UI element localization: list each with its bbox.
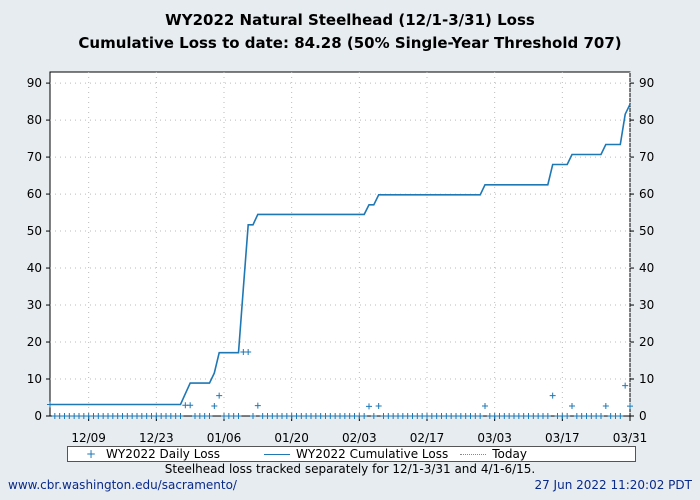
chart-subtitle: Cumulative Loss to date: 84.28 (50% Sing… — [78, 34, 622, 52]
x-tick-label: 02/17 — [410, 431, 445, 445]
daily-loss-marker — [361, 413, 368, 419]
y-tick-label: 60 — [27, 187, 42, 201]
x-tick-label: 03/17 — [545, 431, 580, 445]
y-tick-label: 20 — [27, 335, 42, 349]
daily-loss-marker — [617, 413, 624, 419]
daily-loss-marker — [177, 413, 184, 419]
legend-daily: WY2022 Daily Loss — [106, 447, 221, 461]
daily-loss-marker — [549, 392, 556, 399]
daily-loss-marker — [366, 403, 372, 410]
y-tick-label-right: 10 — [639, 372, 654, 386]
y-tick-label: 40 — [27, 261, 42, 275]
y-tick-label-right: 70 — [639, 150, 654, 164]
legend-plus-icon: + — [85, 447, 97, 461]
source-link[interactable]: www.cbr.washington.edu/sacramento/ — [8, 478, 237, 492]
daily-loss-marker — [187, 402, 194, 409]
daily-loss-marker — [216, 392, 223, 399]
y-tick-label-right: 60 — [639, 187, 654, 201]
chart-title: WY2022 Natural Steelhead (12/1-3/31) Los… — [165, 11, 535, 29]
y-tick-label: 90 — [27, 76, 42, 90]
daily-loss-marker — [482, 403, 488, 410]
y-tick-label: 50 — [27, 224, 42, 238]
y-tick-label-right: 40 — [639, 261, 654, 275]
daily-loss-marker — [622, 382, 629, 389]
y-tick-label-right: 30 — [639, 298, 654, 312]
timestamp: 27 Jun 2022 11:20:02 PDT — [534, 478, 692, 492]
daily-loss-marker — [254, 402, 261, 409]
daily-loss-marker — [375, 403, 382, 410]
legend-dotted-icon — [460, 453, 487, 455]
y-tick-label-right: 80 — [639, 113, 654, 127]
daily-loss-marker — [544, 413, 551, 419]
x-tick-label: 01/06 — [207, 431, 242, 445]
y-tick-label: 70 — [27, 150, 42, 164]
daily-loss-marker — [211, 403, 218, 410]
legend-line-icon — [264, 453, 291, 455]
daily-loss-marker — [627, 403, 633, 410]
daily-loss-marker — [235, 413, 242, 419]
y-tick-label: 0 — [34, 409, 42, 423]
daily-loss-marker — [602, 403, 609, 410]
x-tick-label: 12/23 — [139, 431, 174, 445]
daily-loss-marker — [245, 349, 252, 356]
plot-area — [49, 71, 631, 417]
daily-loss-marker — [370, 413, 377, 419]
x-tick-label: 03/03 — [477, 431, 512, 445]
y-tick-label: 30 — [27, 298, 42, 312]
x-tick-label: 01/20 — [274, 431, 309, 445]
y-tick-label-right: 90 — [639, 76, 654, 90]
daily-loss-marker — [250, 413, 256, 419]
legend-cumulative: WY2022 Cumulative Loss — [296, 447, 449, 461]
legend: + WY2022 Daily Loss WY2022 Cumulative Lo… — [67, 446, 636, 462]
daily-loss-marker — [598, 413, 604, 419]
x-tick-label: 02/03 — [342, 431, 377, 445]
daily-loss-marker — [569, 403, 575, 410]
y-tick-label: 10 — [27, 372, 42, 386]
daily-loss-marker — [47, 401, 53, 408]
footer-note: Steelhead loss tracked separately for 12… — [164, 462, 536, 476]
daily-loss-marker — [477, 413, 484, 419]
x-tick-label: 12/09 — [71, 431, 106, 445]
y-tick-label: 80 — [27, 113, 42, 127]
legend-today: Today — [492, 447, 527, 461]
x-tick-label: 03/31 — [613, 431, 648, 445]
daily-loss-marker — [564, 413, 571, 419]
y-tick-label-right: 20 — [639, 335, 654, 349]
y-tick-label-right: 0 — [639, 409, 647, 423]
y-tick-label-right: 50 — [639, 224, 654, 238]
cumulative-loss-line — [50, 103, 631, 406]
daily-loss-marker — [206, 413, 213, 419]
